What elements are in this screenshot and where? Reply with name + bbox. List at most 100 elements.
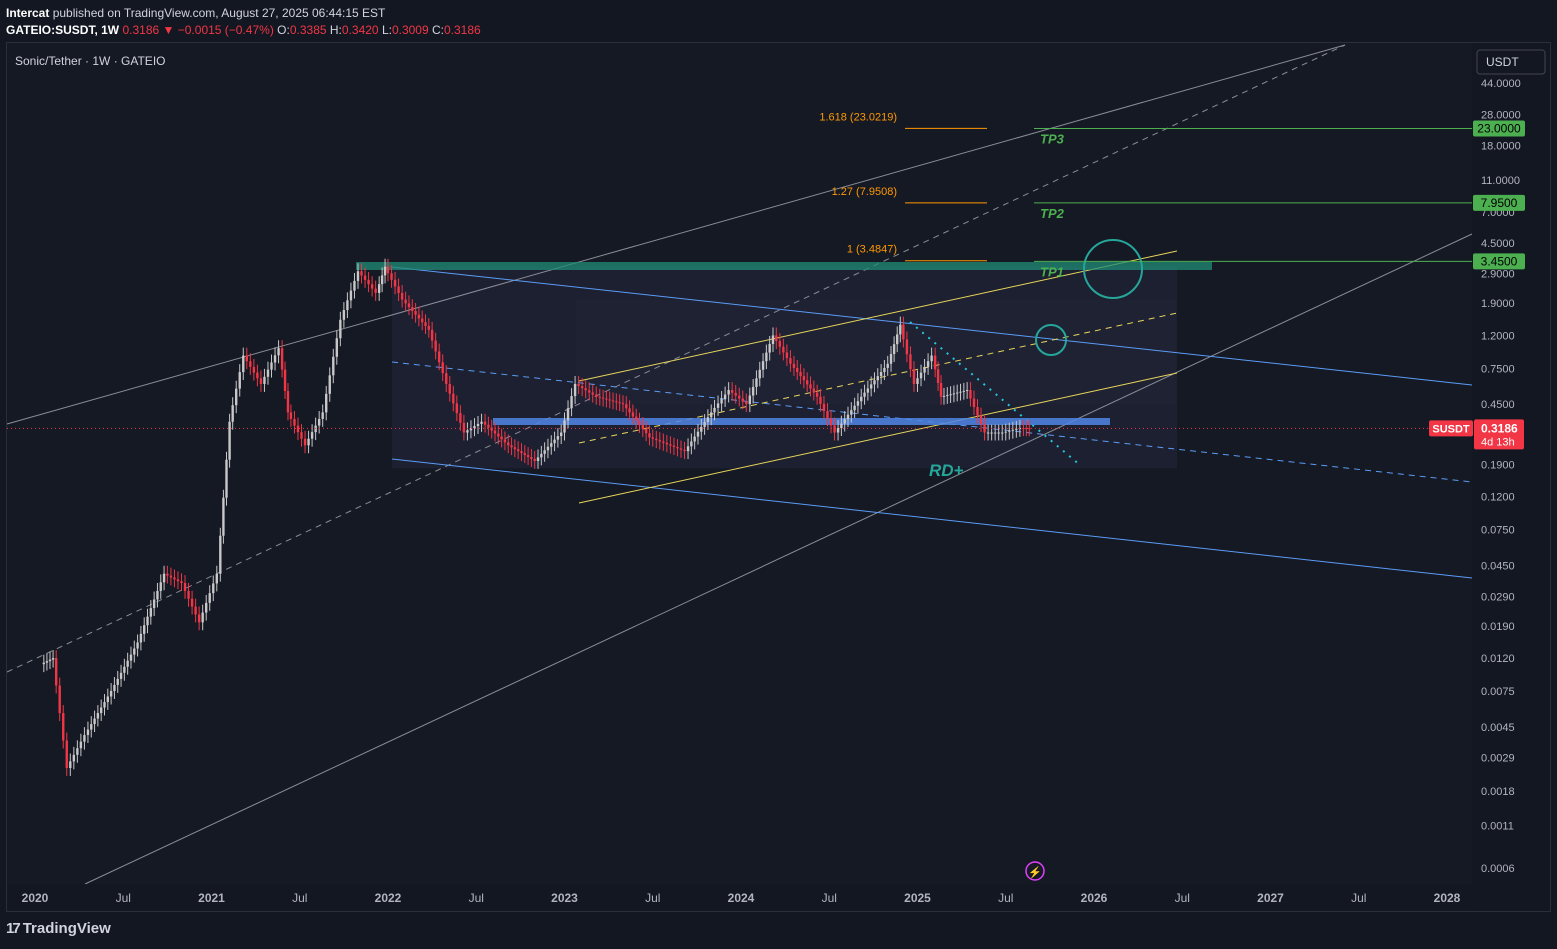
candle-body — [720, 398, 723, 404]
tp-price-tag — [1473, 120, 1525, 137]
candle-body — [843, 419, 846, 424]
candle-body — [79, 741, 83, 749]
currency-button-label[interactable]: USDT — [1486, 55, 1519, 69]
candle-body — [902, 324, 905, 340]
candle-body — [860, 396, 863, 402]
chart-frame[interactable] — [6, 42, 1551, 912]
candle-body — [833, 425, 836, 433]
candle-body — [427, 326, 431, 330]
candle-body — [1001, 432, 1004, 434]
candle-body — [601, 397, 605, 399]
candle-body — [245, 355, 248, 362]
candle-body — [273, 355, 277, 363]
candle-body — [591, 392, 594, 395]
candle-body — [598, 396, 601, 398]
candle-body — [641, 424, 645, 430]
candle-body — [476, 423, 480, 427]
current-price-tag — [1474, 419, 1524, 450]
candle-body — [655, 438, 658, 441]
y-tick-label: 0.4500 — [1481, 399, 1515, 411]
candle-body — [866, 388, 870, 393]
candle-body — [946, 395, 949, 397]
candle-body — [156, 590, 159, 600]
candle-body — [662, 441, 665, 443]
candle-body — [252, 366, 256, 373]
candle-body — [876, 376, 879, 381]
current-price-value: 0.3186 — [1481, 421, 1518, 435]
wedge-lower — [578, 372, 1178, 504]
candle-body — [487, 424, 490, 428]
candle-body — [672, 445, 676, 448]
candle-body — [332, 356, 335, 376]
tradingview-logo[interactable]: 17 TradingView — [6, 920, 111, 937]
candle-body — [109, 691, 113, 697]
chart-title: Sonic/Tether · 1W · GATEIO — [15, 54, 165, 68]
candle-body — [556, 436, 560, 440]
y-tick-label: 0.0450 — [1481, 560, 1515, 572]
symbol-line: GATEIO:SUSDT, 1W 0.3186 ▼ −0.0015 (−0.47… — [6, 23, 481, 37]
candle-body — [566, 408, 570, 421]
candle-body — [390, 273, 393, 280]
chart-header: Intercat published on TradingView.com, A… — [0, 0, 1557, 42]
candle-body — [367, 279, 370, 285]
candle-body — [669, 444, 672, 446]
candle-body — [455, 403, 459, 414]
candle-body — [293, 418, 296, 426]
x-tick-label: 2024 — [728, 891, 755, 905]
candle-body — [259, 378, 263, 384]
descending-channel-upper — [391, 266, 1473, 386]
candle-body — [219, 535, 222, 574]
candle-body — [280, 348, 284, 370]
candle-body — [159, 582, 162, 591]
candle-body — [452, 393, 455, 404]
candle-body — [51, 658, 55, 660]
candle-body — [990, 432, 993, 434]
candle-body — [99, 707, 103, 714]
candle-body — [785, 352, 789, 359]
candle-body — [959, 391, 962, 393]
candle-body — [162, 573, 166, 583]
time-axis — [7, 884, 1472, 910]
candle-body — [570, 396, 573, 409]
candle-body — [166, 573, 169, 576]
candle-body — [745, 401, 748, 405]
candle-body — [146, 616, 149, 626]
candle-body — [1011, 429, 1015, 431]
candle-body — [768, 343, 771, 353]
candle-body — [933, 355, 937, 370]
candle-body — [493, 430, 497, 434]
fib-level-label: 1.27 (7.9508) — [832, 186, 897, 198]
candle-body — [356, 271, 360, 281]
candle-body — [123, 666, 126, 673]
candle-body — [417, 314, 421, 319]
candle-body — [225, 459, 228, 498]
candle-body — [231, 405, 234, 422]
candle-body — [459, 413, 462, 423]
candle-body — [307, 438, 310, 446]
currency-button[interactable] — [1476, 49, 1546, 75]
candle-body — [805, 380, 809, 385]
candle-body — [730, 390, 734, 393]
candle-body — [550, 443, 553, 447]
candle-body — [625, 404, 628, 409]
candle-body — [420, 318, 424, 323]
candle-body — [761, 361, 765, 370]
x-tick-label: Jul — [822, 891, 837, 905]
candle-body — [374, 288, 377, 293]
candle-body — [530, 457, 533, 459]
close-label: C: — [432, 23, 444, 37]
x-tick-label: Jul — [998, 891, 1013, 905]
candle-body — [755, 378, 758, 387]
rd-plus-annotation: RD+ — [929, 461, 964, 480]
candle-body — [136, 642, 139, 649]
candle-body — [283, 369, 287, 391]
symbol-name[interactable]: GATEIO:SUSDT, 1W — [6, 23, 120, 37]
candle-body — [580, 386, 584, 389]
y-tick-label: 0.0290 — [1481, 591, 1515, 603]
candle-body — [507, 442, 510, 446]
candle-body — [139, 633, 143, 643]
candle-body — [1015, 428, 1018, 430]
publisher-name[interactable]: Intercat — [6, 6, 50, 20]
candle-body — [72, 754, 76, 762]
